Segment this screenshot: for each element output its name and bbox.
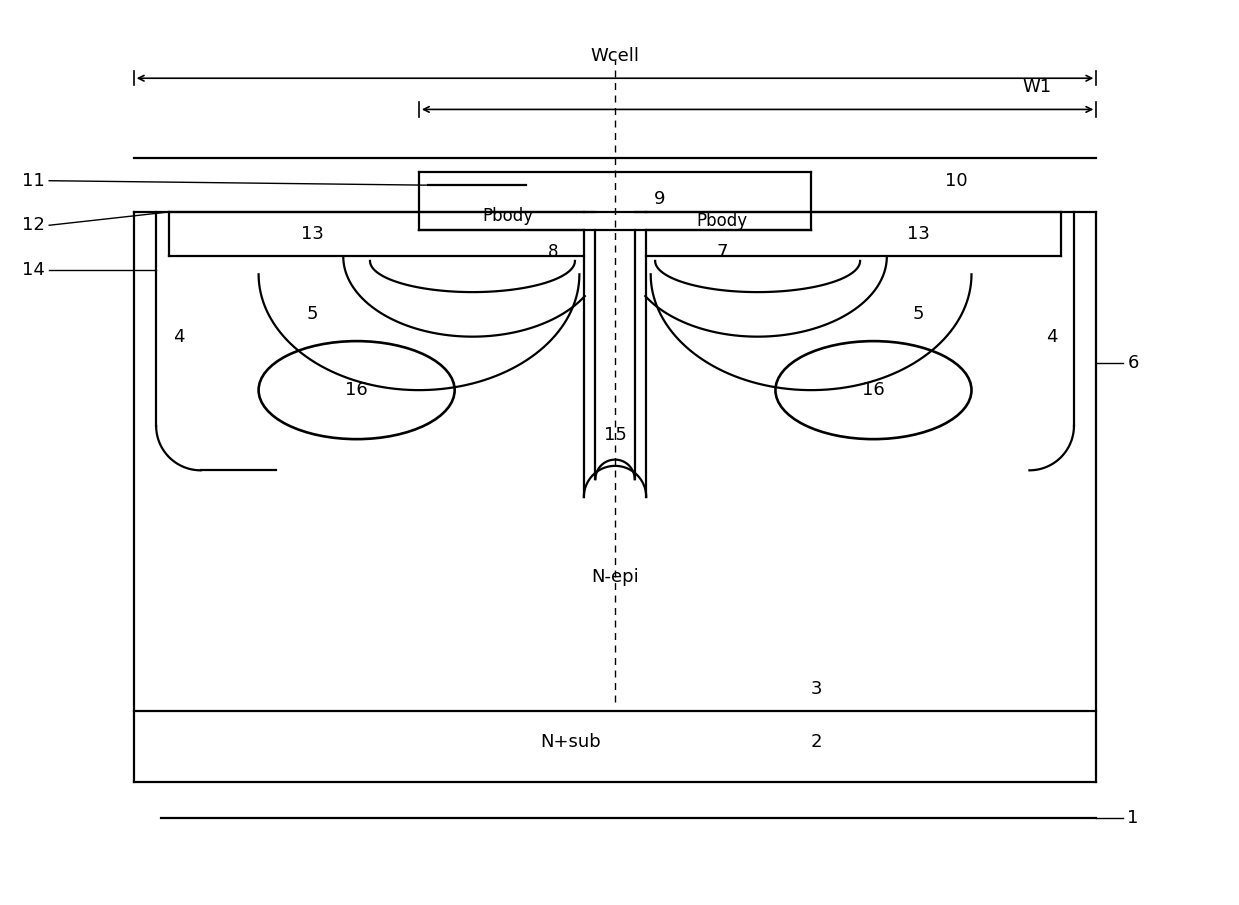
Text: Pbody: Pbody [696,212,747,230]
Text: 7: 7 [716,243,727,261]
Text: 16: 16 [862,381,885,399]
Text: 3: 3 [812,680,823,698]
Text: 13: 13 [301,225,323,243]
Text: N-epi: N-epi [591,568,639,586]
Text: 2: 2 [812,733,823,751]
Text: 1: 1 [1127,809,1139,827]
Text: 9: 9 [654,189,665,207]
Text: 5: 5 [912,305,924,323]
Text: 5: 5 [306,305,318,323]
Text: 12: 12 [22,216,45,234]
Text: 11: 11 [22,172,45,190]
Text: N+sub: N+sub [540,733,601,751]
Text: 16: 16 [346,381,368,399]
Text: 14: 14 [22,261,45,279]
Text: 4: 4 [1046,328,1057,346]
Text: 13: 13 [907,225,929,243]
Text: 6: 6 [1127,355,1139,372]
Text: Pbody: Pbody [482,207,534,225]
Text: 10: 10 [945,172,968,190]
Text: 15: 15 [603,425,627,443]
Text: W1: W1 [1022,78,1052,96]
Text: 8: 8 [548,243,558,261]
Text: Wcell: Wcell [591,47,639,65]
Text: 4: 4 [172,328,185,346]
